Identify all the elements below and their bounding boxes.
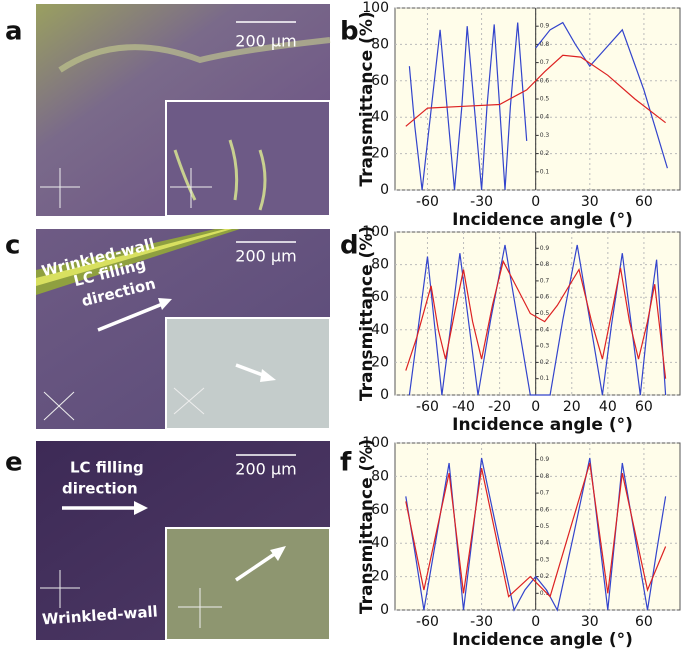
direction-label: LC filling — [70, 459, 144, 477]
x-tick-label: 30 — [581, 614, 599, 630]
y2-tick-label: 0.2 — [540, 150, 550, 157]
x-tick-label: -40 — [452, 399, 475, 415]
y2-tick-label: 0.5 — [540, 310, 550, 317]
y2-tick-label: 0.5 — [540, 523, 550, 530]
x-tick-label: 40 — [599, 399, 617, 415]
x-tick-label: 30 — [581, 194, 599, 210]
x-axis-title: Incidence angle (°) — [452, 210, 633, 230]
y-axis-title: Transmittance (%) — [357, 226, 377, 401]
x-tick-label: 60 — [635, 399, 653, 415]
x-tick-label: -60 — [416, 399, 439, 415]
panel-label: e — [5, 448, 23, 478]
y2-tick-label: 0.2 — [540, 573, 550, 580]
y-tick-label: 20 — [371, 569, 389, 585]
x-tick-label: 60 — [635, 194, 653, 210]
y2-tick-label: 0.3 — [540, 556, 550, 563]
x-tick-label: -20 — [488, 399, 511, 415]
y-tick-label: 60 — [371, 73, 389, 89]
series-line — [405, 54, 666, 127]
y2-tick-label: 0.5 — [540, 96, 550, 103]
y2-tick-label: 0.6 — [540, 77, 550, 84]
x-axis-title: Incidence angle (°) — [452, 415, 633, 435]
y2-tick-label: 0.4 — [540, 326, 550, 333]
series-line — [408, 21, 668, 191]
y2-tick-label: 0.6 — [540, 506, 550, 513]
y2-tick-label: 0.4 — [540, 114, 550, 121]
y-tick-label: 60 — [371, 502, 389, 518]
y-tick-label: 40 — [371, 322, 389, 338]
y2-tick-label: 0.9 — [540, 456, 550, 463]
x-tick-label: -60 — [416, 194, 439, 210]
micrograph-e — [36, 441, 331, 641]
x-tick-label: 0 — [531, 614, 540, 630]
scale-bar-label: 200 µm — [235, 32, 296, 51]
y-tick-label: 100 — [362, 0, 389, 16]
y2-tick-label: 0.4 — [540, 540, 550, 547]
direction-label: direction — [62, 480, 138, 498]
micrograph-c — [36, 229, 331, 430]
series-line — [405, 457, 667, 612]
y2-tick-label: 0.7 — [540, 59, 550, 66]
x-tick-label: 60 — [635, 614, 653, 630]
panel-label: d — [340, 231, 359, 261]
y-tick-label: 80 — [371, 257, 389, 273]
series-line — [405, 259, 667, 379]
micrograph-a — [36, 4, 331, 217]
x-tick-label: 0 — [531, 399, 540, 415]
y2-tick-label: 0.6 — [540, 294, 550, 301]
y2-tick-label: 0.7 — [540, 490, 550, 497]
series-line — [408, 244, 667, 396]
x-tick-label: -60 — [416, 614, 439, 630]
y-tick-label: 100 — [362, 435, 389, 451]
scale-bar-label: 200 µm — [235, 247, 296, 266]
x-axis-title: Incidence angle (°) — [452, 630, 633, 650]
y-tick-label: 20 — [371, 146, 389, 162]
y-tick-label: 0 — [380, 182, 389, 198]
panel-label: b — [340, 17, 359, 47]
y2-tick-label: 0.1 — [540, 590, 550, 597]
y2-tick-label: 0.9 — [540, 23, 550, 30]
y-axis-title: Transmittance (%) — [357, 439, 377, 614]
y2-tick-label: 0.7 — [540, 277, 550, 284]
y-tick-label: 0 — [380, 602, 389, 618]
panel-label: f — [340, 448, 352, 478]
x-tick-label: 0 — [531, 194, 540, 210]
scale-bar-label: 200 µm — [235, 460, 296, 479]
y2-tick-label: 0.3 — [540, 343, 550, 350]
y-tick-label: 80 — [371, 36, 389, 52]
y-tick-label: 0 — [380, 387, 389, 403]
y2-tick-label: 0.8 — [540, 261, 550, 268]
y-tick-label: 40 — [371, 109, 389, 125]
x-tick-label: 20 — [563, 399, 581, 415]
y2-tick-label: 0.9 — [540, 245, 550, 252]
x-tick-label: -30 — [470, 194, 493, 210]
y2-tick-label: 0.1 — [540, 168, 550, 175]
series-line — [405, 462, 667, 598]
panel-label: a — [5, 17, 23, 47]
y-tick-label: 80 — [371, 468, 389, 484]
y2-tick-label: 0.2 — [540, 359, 550, 366]
panel-label: c — [5, 231, 20, 261]
y-tick-label: 40 — [371, 535, 389, 551]
x-tick-label: -30 — [470, 614, 493, 630]
y-axis-title: Transmittance (%) — [357, 11, 377, 186]
y-tick-label: 100 — [362, 224, 389, 240]
y2-tick-label: 0.3 — [540, 132, 550, 139]
y-tick-label: 20 — [371, 354, 389, 370]
y2-tick-label: 0.8 — [540, 41, 550, 48]
y-tick-label: 60 — [371, 289, 389, 305]
y2-tick-label: 0.1 — [540, 375, 550, 382]
y2-tick-label: 0.8 — [540, 473, 550, 480]
